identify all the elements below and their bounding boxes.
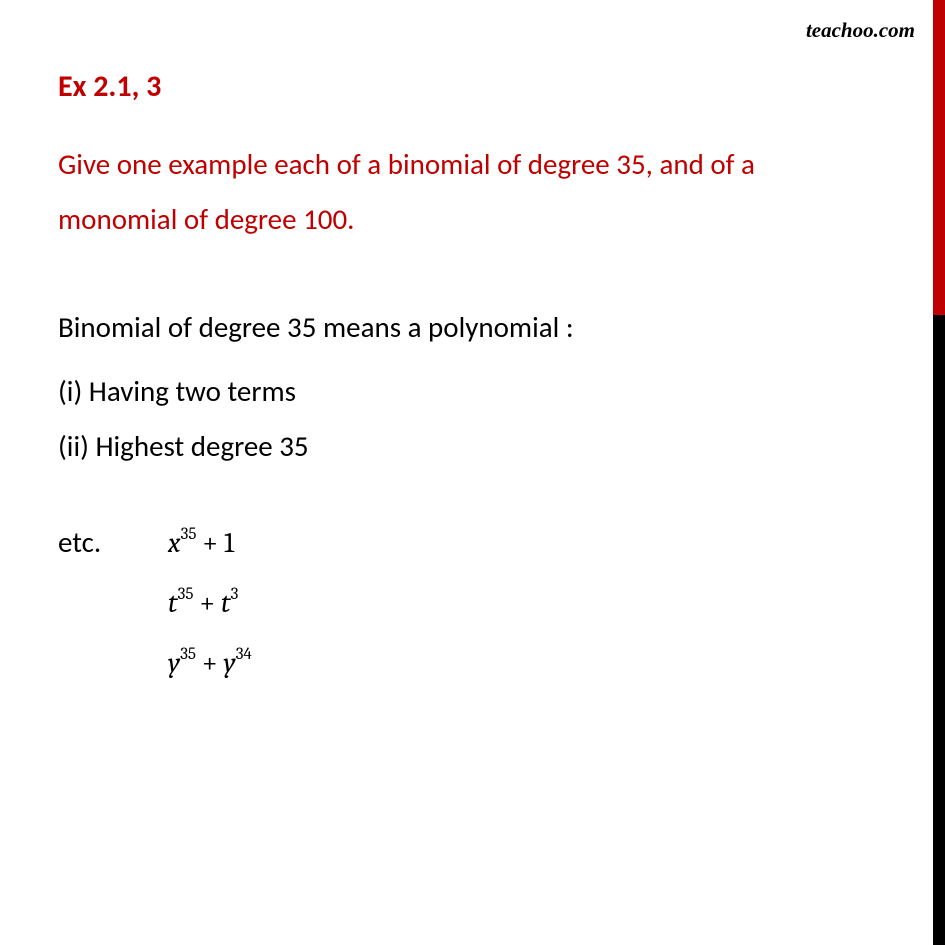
page-content: Ex 2.1, 3 Give one example each of a bin…: [0, 0, 945, 679]
math-expression-2: t35+t3: [168, 587, 865, 619]
explain-intro: Binomial of degree 35 means a polynomial…: [58, 299, 865, 356]
exponent: 35: [181, 525, 197, 544]
operator: +: [202, 527, 218, 559]
var: y: [224, 647, 236, 679]
constant: 1: [224, 527, 234, 559]
question-text: Give one example each of a binomial of d…: [58, 137, 865, 247]
var: t: [221, 587, 231, 619]
math-expression-1: x35 +1: [168, 527, 234, 559]
var: x: [168, 527, 181, 559]
math-expression-3: y35+y34: [168, 647, 865, 679]
example-row-1: etc. x35 +1: [58, 524, 865, 587]
exponent: 3: [231, 585, 239, 604]
point-ii: (ii) Highest degree 35: [58, 419, 865, 474]
exponent: 34: [236, 645, 252, 664]
example-row-2: t35+t3: [168, 587, 865, 619]
examples-block: etc. x35+1 t35+t3 y35+y34: [58, 524, 865, 679]
var: t: [168, 587, 178, 619]
operator: +: [202, 647, 218, 679]
exponent: 35: [178, 585, 194, 604]
side-bar-black: [933, 315, 945, 945]
operator: +: [199, 587, 215, 619]
example-row-3: y35+y34: [168, 647, 865, 679]
point-i: (i) Having two terms: [58, 364, 865, 419]
exponent: 35: [180, 645, 196, 664]
var: y: [168, 647, 180, 679]
etc-label: etc.: [58, 524, 168, 560]
exercise-heading: Ex 2.1, 3: [58, 68, 865, 105]
side-bar-red: [933, 0, 945, 315]
watermark: teachoo.com: [806, 18, 915, 43]
